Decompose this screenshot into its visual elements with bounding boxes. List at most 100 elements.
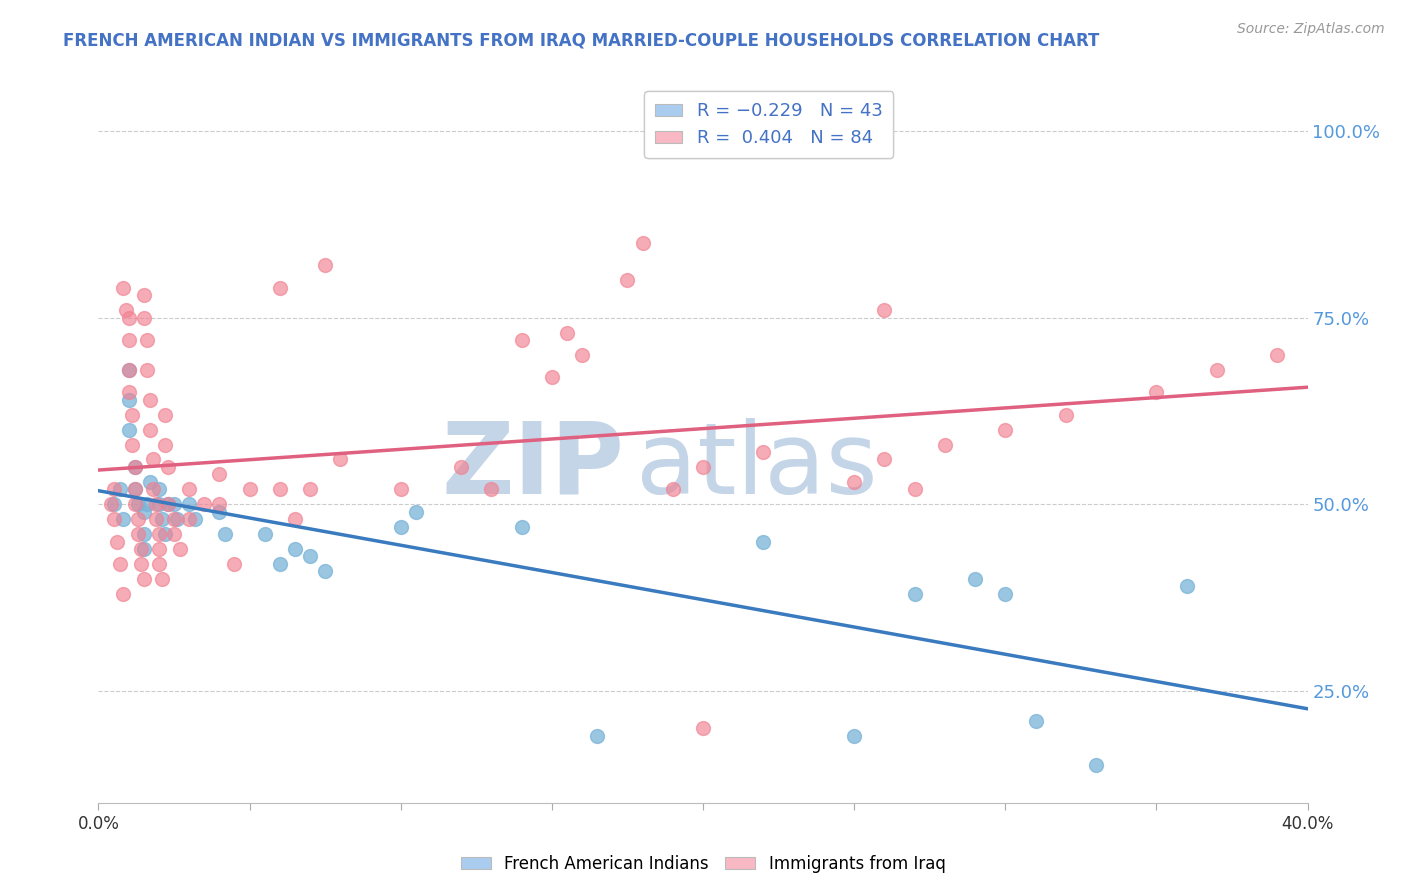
Point (692, 721, 714, 735)
Point (124, 483, 146, 497)
Point (169, 542, 191, 557)
Point (314, 565, 336, 579)
Point (103, 497, 125, 511)
Point (179, 483, 201, 497)
Point (389, 483, 412, 497)
Point (284, 512, 307, 526)
Point (163, 497, 186, 511)
Point (132, 288, 155, 302)
Point (135, 363, 157, 377)
Point (752, 445, 775, 459)
Point (124, 497, 146, 511)
Point (150, 512, 173, 526)
Point (208, 505, 231, 519)
Point (121, 437, 143, 451)
Point (148, 557, 170, 571)
Point (994, 587, 1017, 601)
Point (269, 483, 291, 497)
Point (904, 483, 927, 497)
Point (1267, 348, 1289, 362)
Point (100, 497, 122, 511)
Point (127, 497, 149, 511)
Point (314, 259, 336, 273)
Point (114, 303, 136, 318)
Point (965, 572, 987, 586)
Point (510, 333, 533, 347)
Point (153, 437, 176, 451)
Point (239, 483, 262, 497)
Point (139, 392, 162, 407)
Point (1085, 758, 1108, 772)
Point (329, 452, 352, 467)
Point (616, 273, 638, 287)
Point (118, 423, 141, 437)
Point (103, 512, 125, 526)
Point (118, 310, 141, 325)
Point (405, 505, 427, 519)
Point (1144, 385, 1167, 400)
Point (150, 572, 173, 586)
Point (139, 475, 162, 489)
Point (873, 452, 896, 467)
Text: ZIP: ZIP (441, 417, 624, 515)
Point (540, 370, 562, 384)
Point (127, 512, 149, 526)
Point (692, 459, 714, 474)
Text: FRENCH AMERICAN INDIAN VS IMMIGRANTS FROM IRAQ MARRIED-COUPLE HOUSEHOLDS CORRELA: FRENCH AMERICAN INDIAN VS IMMIGRANTS FRO… (63, 31, 1099, 49)
Point (193, 497, 215, 511)
Point (156, 497, 179, 511)
Point (135, 333, 157, 347)
Point (132, 542, 155, 557)
Point (129, 557, 152, 571)
Point (269, 557, 291, 571)
Point (510, 519, 533, 533)
Point (224, 557, 246, 571)
Point (208, 497, 231, 511)
Point (661, 483, 683, 497)
Point (1024, 714, 1046, 728)
Point (148, 483, 170, 497)
Point (118, 333, 141, 347)
Point (631, 235, 654, 250)
Point (124, 483, 146, 497)
Point (111, 281, 134, 295)
Legend: French American Indians, Immigrants from Iraq: French American Indians, Immigrants from… (454, 848, 952, 880)
Point (1054, 408, 1077, 422)
Point (153, 408, 176, 422)
Point (752, 534, 775, 549)
Point (873, 303, 896, 318)
Point (145, 497, 167, 511)
Point (994, 423, 1017, 437)
Point (148, 542, 170, 557)
Point (184, 512, 207, 526)
Point (163, 512, 186, 526)
Point (214, 527, 236, 541)
Point (124, 459, 146, 474)
Point (389, 519, 412, 533)
Point (111, 512, 134, 526)
Point (299, 483, 322, 497)
Point (124, 459, 146, 474)
Point (108, 483, 131, 497)
Text: Source: ZipAtlas.com: Source: ZipAtlas.com (1237, 22, 1385, 37)
Point (142, 452, 165, 467)
Point (103, 483, 125, 497)
Point (111, 587, 134, 601)
Point (132, 527, 155, 541)
Point (253, 527, 276, 541)
Legend: R = −0.229   N = 43, R =  0.404   N = 84: R = −0.229 N = 43, R = 0.404 N = 84 (644, 91, 893, 158)
Point (118, 363, 141, 377)
Point (156, 459, 179, 474)
Point (148, 497, 170, 511)
Point (129, 542, 152, 557)
Point (299, 549, 322, 564)
Point (139, 423, 162, 437)
Point (148, 527, 170, 541)
Point (179, 497, 201, 511)
Point (166, 512, 188, 526)
Point (934, 437, 956, 451)
Point (450, 459, 472, 474)
Point (1206, 363, 1229, 377)
Point (132, 505, 155, 519)
Point (127, 527, 149, 541)
